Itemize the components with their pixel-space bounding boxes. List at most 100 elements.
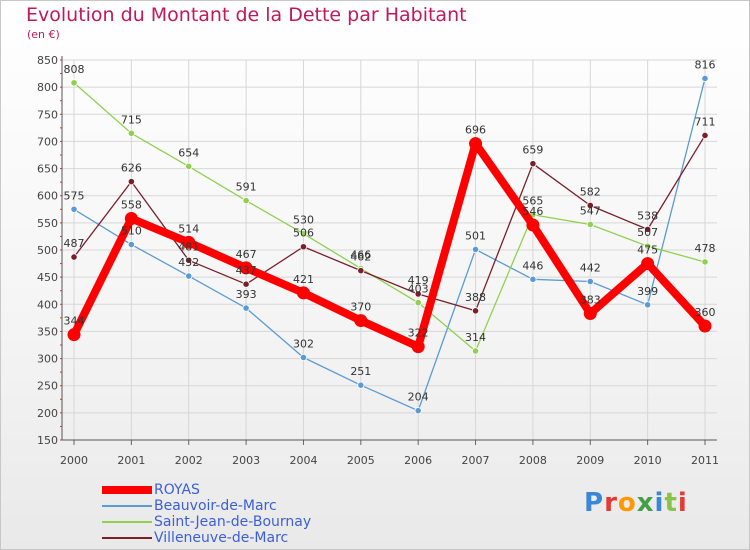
data-label-beauvoir-de-marc: 510 <box>121 225 142 238</box>
point-beauvoir-de-marc <box>127 240 135 249</box>
chart-title: Evolution du Montant de la Dette par Hab… <box>26 4 467 26</box>
point-royas <box>182 235 196 249</box>
legend-swatch-saint-jean <box>102 521 152 523</box>
y-tick-label: 650 <box>37 163 58 176</box>
data-label-villeneuve-de-marc: 506 <box>293 227 314 240</box>
point-royas <box>124 212 138 226</box>
point-beauvoir-de-marc <box>357 381 365 389</box>
point-beauvoir-de-marc <box>586 277 594 286</box>
y-tick-label: 550 <box>37 217 58 230</box>
point-villeneuve-de-marc <box>529 160 537 168</box>
data-label-royas: 475 <box>637 244 658 257</box>
y-tick-label: 300 <box>37 353 58 366</box>
x-tick-label: 2000 <box>60 454 88 467</box>
legend-swatch-beauvoir <box>102 505 152 507</box>
data-label-royas: 514 <box>178 222 199 235</box>
y-tick-label: 800 <box>37 81 58 94</box>
logo-letter: t <box>664 488 678 518</box>
logo-letter: o <box>617 488 637 518</box>
x-tick-label: 2008 <box>519 454 547 467</box>
y-tick-label: 500 <box>37 244 58 257</box>
data-label-villeneuve-de-marc: 462 <box>350 251 371 264</box>
y-tick-label: 450 <box>37 271 58 284</box>
data-label-saint-jean-de-bournay: 478 <box>695 242 716 255</box>
chart-unit: (en €) <box>27 28 60 41</box>
legend-label: ROYAS <box>154 482 200 498</box>
data-label-saint-jean-de-bournay: 466 <box>350 248 371 261</box>
point-saint-jean-de-bournay <box>586 220 594 229</box>
data-label-saint-jean-de-bournay: 808 <box>64 63 85 76</box>
data-label-saint-jean-de-bournay: 507 <box>637 226 658 239</box>
point-royas <box>67 328 81 342</box>
point-saint-jean-de-bournay <box>701 258 709 266</box>
data-label-royas: 558 <box>121 199 142 212</box>
data-label-royas: 370 <box>350 301 371 314</box>
data-label-royas: 344 <box>64 315 85 328</box>
data-label-beauvoir-de-marc: 446 <box>522 259 543 272</box>
logo-letter: i <box>677 488 688 518</box>
point-royas <box>469 137 483 151</box>
grid <box>62 59 717 441</box>
point-saint-jean-de-bournay <box>127 129 135 137</box>
legend-label: Saint-Jean-de-Bournay <box>154 514 312 530</box>
series-line-beauvoir-de-marc <box>73 77 706 412</box>
data-label-beauvoir-de-marc: 393 <box>236 288 257 301</box>
data-label-saint-jean-de-bournay: 403 <box>408 283 429 296</box>
series-line-villeneuve-de-marc <box>73 134 706 312</box>
point-villeneuve-de-marc <box>357 267 365 275</box>
point-villeneuve-de-marc <box>299 243 308 251</box>
point-royas <box>526 218 540 232</box>
y-tick-label: 250 <box>37 380 58 393</box>
point-beauvoir-de-marc <box>299 353 308 362</box>
point-beauvoir-de-marc <box>471 245 480 254</box>
legend-swatch-villeneuve <box>102 537 152 539</box>
point-villeneuve-de-marc <box>644 225 652 233</box>
data-label-royas: 467 <box>236 248 257 261</box>
point-beauvoir-de-marc <box>701 74 709 83</box>
data-label-royas: 383 <box>580 294 601 307</box>
point-royas <box>641 257 655 271</box>
x-tick-label: 2011 <box>691 454 719 467</box>
data-label-beauvoir-de-marc: 399 <box>637 285 658 298</box>
point-villeneuve-de-marc <box>586 201 594 210</box>
series <box>67 74 712 415</box>
y-tick-label: 850 <box>37 54 58 67</box>
x-tick-label: 2006 <box>404 454 432 467</box>
y-tick-label: 750 <box>37 108 58 121</box>
series-line-saint-jean-de-bournay <box>73 82 706 352</box>
data-label-villeneuve-de-marc: 538 <box>637 209 658 222</box>
x-tick-label: 2005 <box>347 454 375 467</box>
data-label-villeneuve-de-marc: 388 <box>465 291 486 304</box>
point-royas <box>296 286 310 300</box>
data-label-villeneuve-de-marc: 481 <box>178 240 199 253</box>
point-villeneuve-de-marc <box>414 290 422 298</box>
y-tick-label: 700 <box>37 135 58 148</box>
data-label-beauvoir-de-marc: 452 <box>178 256 199 269</box>
x-tick-label: 2007 <box>462 454 490 467</box>
point-beauvoir-de-marc <box>529 275 537 283</box>
y-tick-label: 200 <box>37 407 58 420</box>
data-label-villeneuve-de-marc: 626 <box>121 162 142 175</box>
point-villeneuve-de-marc <box>70 253 78 261</box>
data-label-beauvoir-de-marc: 251 <box>350 365 371 378</box>
point-beauvoir-de-marc <box>185 272 193 280</box>
data-label-royas: 360 <box>695 306 716 319</box>
data-label-royas: 696 <box>465 124 486 137</box>
data-label-saint-jean-de-bournay: 654 <box>178 146 199 159</box>
point-beauvoir-de-marc <box>644 301 652 309</box>
legend-label: Villeneuve-de-Marc <box>154 530 289 546</box>
data-label-royas: 322 <box>408 327 429 340</box>
legend-label: Beauvoir-de-Marc <box>154 498 277 514</box>
data-label-beauvoir-de-marc: 575 <box>64 189 85 202</box>
point-royas <box>411 340 425 354</box>
point-saint-jean-de-bournay <box>299 230 308 238</box>
point-royas <box>583 307 597 321</box>
point-saint-jean-de-bournay <box>185 162 193 170</box>
data-label-saint-jean-de-bournay: 314 <box>465 331 486 344</box>
x-tick-label: 2001 <box>117 454 145 467</box>
axes: 150 200 250 300 350 400 450 500 550 600 650 700 750 8… <box>37 54 719 467</box>
data-label-beauvoir-de-marc: 442 <box>580 261 601 274</box>
y-tick-label: 150 <box>37 434 58 447</box>
